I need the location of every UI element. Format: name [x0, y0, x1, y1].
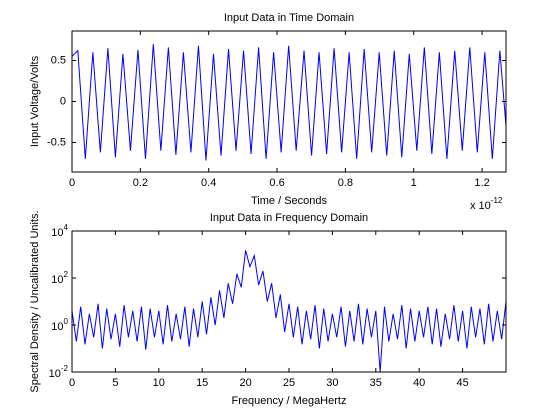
- tick-exponent: 4: [64, 223, 69, 232]
- x-tick-label: 0.8: [338, 177, 353, 189]
- x-tick-label: 45: [456, 377, 468, 389]
- axes-title: Input Data in Frequency Domain: [210, 212, 368, 224]
- tick-base: 10: [51, 227, 63, 239]
- x-axis-label: Frequency / MegaHertz: [232, 395, 347, 407]
- data-line: [72, 250, 506, 372]
- x-tick-label: 25: [283, 377, 295, 389]
- x-scale-label: x 10-12: [470, 196, 503, 212]
- x-tick-label: 0.2: [133, 177, 148, 189]
- y-tick-label: 10-2: [49, 364, 69, 380]
- y-tick-label: 100: [51, 317, 68, 333]
- x-tick-label: 1.2: [474, 177, 489, 189]
- x-tick-label: 35: [370, 377, 382, 389]
- x-tick-label: 10: [153, 377, 165, 389]
- y-axis-label: Input Voltage/Volts: [29, 55, 41, 147]
- x-axis-label: Time / Seconds: [251, 195, 328, 207]
- tick-base: 10: [51, 321, 63, 333]
- axes-frame: [71, 230, 507, 373]
- y-tick-label: 102: [51, 270, 68, 286]
- y-tick-label: -0.5: [47, 136, 66, 148]
- y-axis-label: Spectral Density / Uncalibrated Units.: [29, 210, 41, 392]
- tick-exponent: 2: [64, 270, 69, 279]
- x-scale-base: x 10: [470, 200, 491, 212]
- x-tick-label: 0: [69, 177, 75, 189]
- x-tick-label: 0.6: [269, 177, 284, 189]
- x-tick-label: 0: [69, 377, 75, 389]
- tick-base: 10: [49, 368, 61, 380]
- x-tick-label: 20: [239, 377, 251, 389]
- x-tick-label: 15: [196, 377, 208, 389]
- x-scale-exponent: -12: [491, 196, 503, 205]
- y-tick-label: 0.5: [51, 54, 66, 66]
- x-tick-label: 40: [413, 377, 425, 389]
- axes-title: Input Data in Time Domain: [224, 12, 354, 24]
- y-tick-label: 0: [60, 95, 66, 107]
- x-tick-label: 30: [326, 377, 338, 389]
- x-tick-label: 1: [411, 177, 417, 189]
- tick-base: 10: [51, 274, 63, 286]
- tick-exponent: -2: [61, 364, 69, 373]
- tick-exponent: 0: [64, 317, 69, 326]
- x-tick-label: 0.4: [201, 177, 216, 189]
- x-tick-label: 5: [112, 377, 118, 389]
- data-line: [72, 44, 506, 161]
- y-tick-label: 104: [51, 223, 68, 239]
